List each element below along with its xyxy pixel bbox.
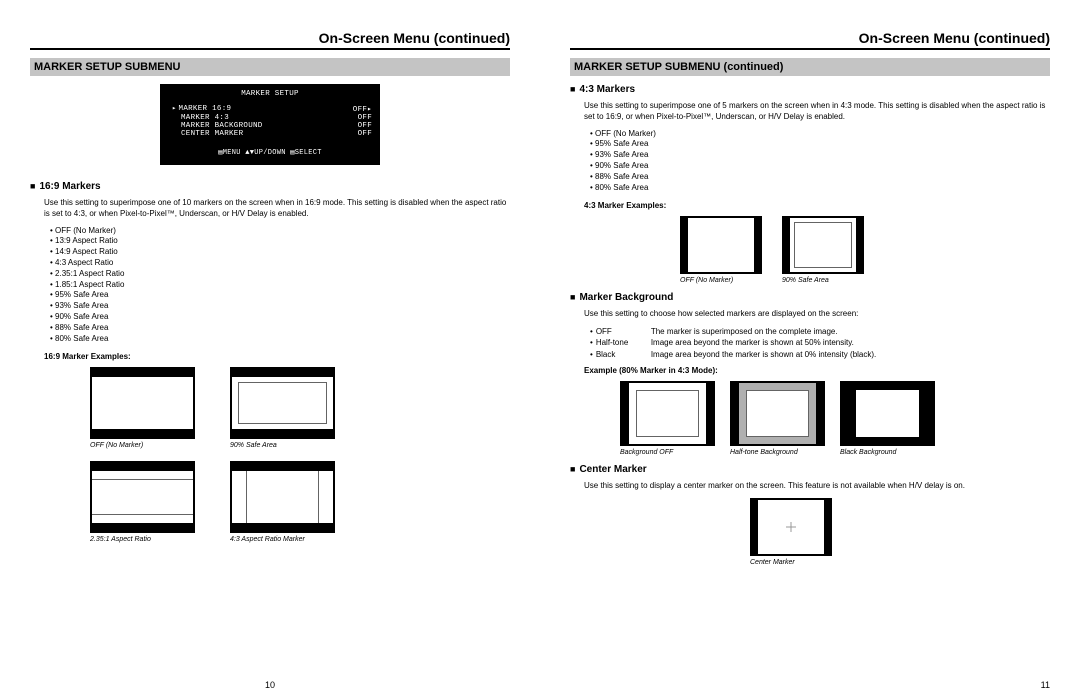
example-43marker: 4:3 Aspect Ratio Marker	[230, 461, 335, 543]
list-item: OFFThe marker is superimposed on the com…	[590, 326, 1050, 337]
list-43: OFF (No Marker) 95% Safe Area 93% Safe A…	[570, 129, 1050, 194]
bg-desc: The marker is superimposed on the comple…	[651, 326, 838, 337]
example-off: OFF (No Marker)	[90, 367, 195, 449]
bg-desc: Image area beyond the marker is shown at…	[651, 337, 854, 348]
osd-footer: ▤MENU ▲▼UP/DOWN ▤SELECT	[168, 148, 372, 157]
bg-key: Black	[596, 349, 651, 360]
osd-row-key: MARKER 4:3	[172, 114, 229, 122]
example-235: 2.35:1 Aspect Ratio	[90, 461, 195, 543]
subtitle-43: 4:3 Markers	[570, 84, 1050, 95]
list-item: 14:9 Aspect Ratio	[50, 247, 510, 258]
list-item: OFF (No Marker)	[590, 129, 1050, 140]
osd-row-key: MARKER BACKGROUND	[172, 122, 263, 130]
list-item: 88% Safe Area	[50, 323, 510, 334]
page-title-left: On-Screen Menu (continued)	[30, 30, 510, 50]
osd-row-key: CENTER MARKER	[172, 130, 243, 138]
example-caption: OFF (No Marker)	[90, 442, 195, 449]
example-caption: Half-tone Background	[730, 449, 825, 456]
osd-header: MARKER SETUP	[168, 90, 372, 98]
example-caption: Center Marker	[750, 559, 1050, 566]
list-item: 2.35:1 Aspect Ratio	[50, 269, 510, 280]
page-right: On-Screen Menu (continued) MARKER SETUP …	[540, 0, 1080, 698]
list-item: 93% Safe Area	[590, 150, 1050, 161]
example-caption: 90% Safe Area	[782, 277, 864, 284]
bg-key: OFF	[596, 326, 651, 337]
example-center-wrap: Center Marker	[570, 498, 1050, 566]
osd-row-val: OFF▸	[353, 104, 372, 114]
list-bg: OFFThe marker is superimposed on the com…	[570, 326, 1050, 360]
examples-label-43: 4:3 Marker Examples:	[570, 201, 1050, 210]
example-caption: Background OFF	[620, 449, 715, 456]
subtitle-bg: Marker Background	[570, 292, 1050, 303]
body-bg: Use this setting to choose how selected …	[570, 309, 1050, 320]
list-item: 1.85:1 Aspect Ratio	[50, 280, 510, 291]
list-169: OFF (No Marker) 13:9 Aspect Ratio 14:9 A…	[30, 226, 510, 345]
example-center: Center Marker	[750, 498, 1050, 566]
example-bg-black: Black Background	[840, 381, 935, 456]
list-item: 95% Safe Area	[590, 139, 1050, 150]
example-43-off: OFF (No Marker)	[680, 216, 762, 284]
example-caption: 4:3 Aspect Ratio Marker	[230, 536, 335, 543]
page-title-right: On-Screen Menu (continued)	[570, 30, 1050, 50]
subtitle-169: 16:9 Markers	[30, 181, 510, 192]
example-row: Background OFF Half-tone Background Blac…	[570, 381, 1050, 456]
example-bg-half: Half-tone Background	[730, 381, 825, 456]
list-item: 95% Safe Area	[50, 290, 510, 301]
osd-row-val: OFF	[358, 122, 372, 130]
example-bg-off: Background OFF	[620, 381, 715, 456]
list-item: OFF (No Marker)	[50, 226, 510, 237]
list-item: 80% Safe Area	[590, 183, 1050, 194]
example-caption: OFF (No Marker)	[680, 277, 762, 284]
subtitle-center: Center Marker	[570, 464, 1050, 475]
body-center: Use this setting to display a center mar…	[570, 481, 1050, 492]
list-item: BlackImage area beyond the marker is sho…	[590, 349, 1050, 360]
list-item: 90% Safe Area	[50, 312, 510, 323]
example-row: OFF (No Marker) 90% Safe Area	[30, 367, 510, 449]
example-43-90safe: 90% Safe Area	[782, 216, 864, 284]
example-90safe: 90% Safe Area	[230, 367, 335, 449]
bg-desc: Image area beyond the marker is shown at…	[651, 349, 876, 360]
list-item: 93% Safe Area	[50, 301, 510, 312]
example-caption: Black Background	[840, 449, 935, 456]
list-item: 90% Safe Area	[590, 161, 1050, 172]
osd-row-key: MARKER 16:9	[172, 104, 231, 114]
example-caption: 2.35:1 Aspect Ratio	[90, 536, 195, 543]
osd-screenshot: MARKER SETUP MARKER 16:9 OFF▸ MARKER 4:3 O…	[160, 84, 380, 165]
body-169: Use this setting to superimpose one of 1…	[30, 198, 510, 220]
bg-key: Half-tone	[596, 337, 651, 348]
list-item: 88% Safe Area	[590, 172, 1050, 183]
osd-row-val: OFF	[358, 114, 372, 122]
section-header-left: MARKER SETUP SUBMENU	[30, 58, 510, 76]
list-item: 13:9 Aspect Ratio	[50, 236, 510, 247]
page-number: 10	[265, 680, 275, 690]
osd-row-val: OFF	[358, 130, 372, 138]
examples-label-169: 16:9 Marker Examples:	[30, 352, 510, 361]
example-caption: 90% Safe Area	[230, 442, 335, 449]
list-item: 80% Safe Area	[50, 334, 510, 345]
example-row: OFF (No Marker) 90% Safe Area	[570, 216, 1050, 284]
example-row: 2.35:1 Aspect Ratio 4:3 Aspect Ratio Mar…	[30, 461, 510, 543]
page-number: 11	[1041, 680, 1050, 690]
section-header-right: MARKER SETUP SUBMENU (continued)	[570, 58, 1050, 76]
list-item: 4:3 Aspect Ratio	[50, 258, 510, 269]
list-item: Half-toneImage area beyond the marker is…	[590, 337, 1050, 348]
page-left: On-Screen Menu (continued) MARKER SETUP …	[0, 0, 540, 698]
body-43: Use this setting to superimpose one of 5…	[570, 101, 1050, 123]
examples-label-bg: Example (80% Marker in 4:3 Mode):	[570, 366, 1050, 375]
